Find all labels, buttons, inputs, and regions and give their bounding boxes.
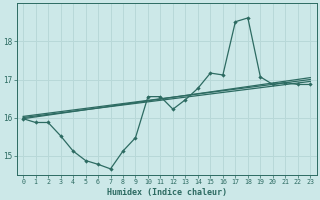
X-axis label: Humidex (Indice chaleur): Humidex (Indice chaleur) bbox=[107, 188, 227, 197]
